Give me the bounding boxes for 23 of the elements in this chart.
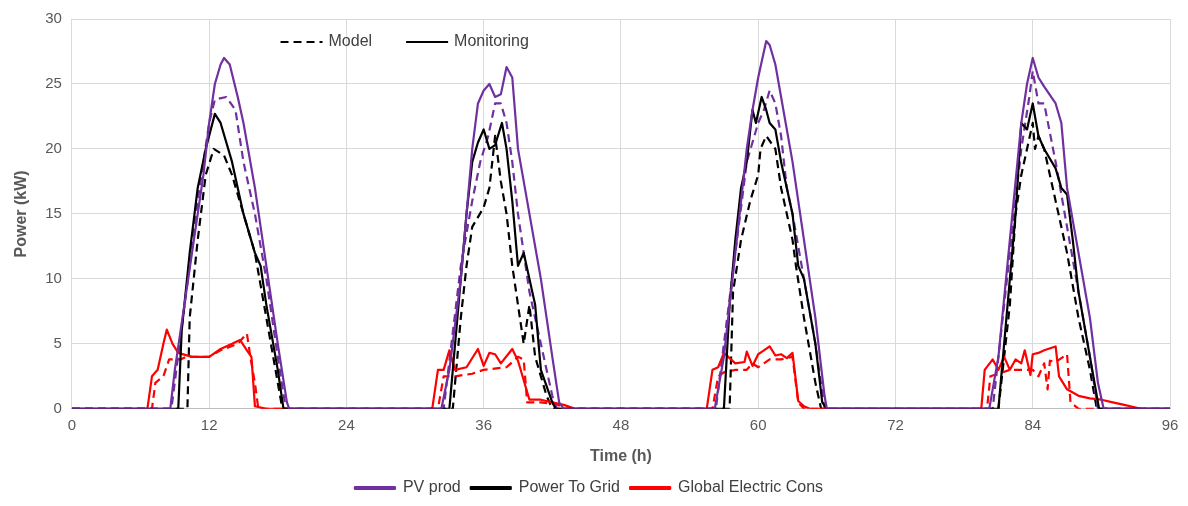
y-axis-title: Power (kW) (12, 170, 30, 258)
y-tick-label: 0 (53, 398, 62, 416)
y-tick-label: 30 (45, 9, 62, 27)
x-tick-label: 24 (338, 415, 355, 433)
x-tick-label: 96 (1161, 415, 1179, 433)
y-tick-label: 25 (45, 74, 62, 92)
legend-label: PV prod (402, 478, 461, 496)
x-tick-label: 36 (475, 415, 493, 433)
x-tick-label: 0 (67, 415, 77, 433)
legend-label: Global Electric Cons (678, 478, 824, 496)
y-tick-label: 15 (45, 204, 62, 222)
legend-label: Power To Grid (518, 478, 620, 496)
x-axis-title: Time (h) (589, 446, 652, 464)
x-tick-label: 84 (1024, 415, 1042, 433)
annotation: Model (328, 32, 373, 50)
x-tick-label: 72 (887, 415, 904, 433)
x-tick-label: 48 (612, 415, 630, 433)
y-tick-label: 10 (45, 269, 62, 287)
x-tick-label: 12 (200, 415, 218, 433)
x-tick-label: 60 (749, 415, 767, 433)
y-tick-label: 20 (45, 139, 62, 157)
y-tick-label: 5 (53, 333, 62, 351)
annotation: Monitoring (454, 32, 529, 50)
